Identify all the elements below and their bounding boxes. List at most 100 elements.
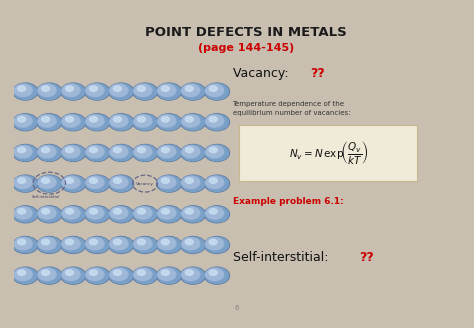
Circle shape <box>204 267 229 284</box>
Circle shape <box>62 84 85 99</box>
Circle shape <box>37 83 62 100</box>
Circle shape <box>110 207 128 219</box>
Circle shape <box>18 270 26 276</box>
Circle shape <box>137 86 146 91</box>
Circle shape <box>209 116 217 122</box>
Text: Vacancy: Vacancy <box>136 182 154 186</box>
Circle shape <box>38 207 56 219</box>
Circle shape <box>185 116 193 122</box>
Circle shape <box>109 268 133 283</box>
Circle shape <box>134 268 157 283</box>
Circle shape <box>62 84 80 96</box>
Circle shape <box>14 206 37 222</box>
Circle shape <box>157 114 181 130</box>
Circle shape <box>110 146 128 158</box>
Circle shape <box>109 145 134 161</box>
Circle shape <box>157 84 181 99</box>
Circle shape <box>38 84 56 96</box>
Circle shape <box>181 236 205 254</box>
Circle shape <box>85 206 109 223</box>
Circle shape <box>181 145 205 161</box>
Circle shape <box>158 268 176 280</box>
Circle shape <box>109 206 134 223</box>
Circle shape <box>113 116 121 122</box>
Circle shape <box>90 147 98 153</box>
Circle shape <box>38 237 61 253</box>
Circle shape <box>185 239 193 245</box>
Circle shape <box>61 145 86 161</box>
Circle shape <box>182 207 200 219</box>
Circle shape <box>109 267 134 284</box>
Circle shape <box>86 114 109 130</box>
Circle shape <box>133 114 157 131</box>
Circle shape <box>14 237 37 253</box>
Circle shape <box>86 176 109 192</box>
Circle shape <box>206 115 224 127</box>
Circle shape <box>14 176 37 192</box>
Circle shape <box>182 237 205 253</box>
Circle shape <box>158 115 176 127</box>
Circle shape <box>14 84 37 99</box>
Circle shape <box>209 86 217 91</box>
Circle shape <box>205 114 228 130</box>
Circle shape <box>13 145 38 161</box>
Circle shape <box>134 145 157 161</box>
Circle shape <box>62 176 85 192</box>
Text: Vacancy:: Vacancy: <box>233 67 292 80</box>
Circle shape <box>182 84 200 96</box>
Circle shape <box>204 83 229 100</box>
Circle shape <box>14 268 32 280</box>
Circle shape <box>161 270 169 276</box>
Circle shape <box>86 268 109 283</box>
Circle shape <box>61 114 86 131</box>
Circle shape <box>86 207 104 219</box>
Circle shape <box>62 176 80 188</box>
Circle shape <box>209 239 217 245</box>
Circle shape <box>133 236 157 254</box>
Circle shape <box>182 268 200 280</box>
Circle shape <box>110 176 128 188</box>
Circle shape <box>110 115 128 127</box>
Circle shape <box>161 116 169 122</box>
Text: 6: 6 <box>235 305 239 311</box>
Circle shape <box>133 145 157 161</box>
Circle shape <box>156 145 182 161</box>
Circle shape <box>18 86 26 91</box>
Circle shape <box>65 270 73 276</box>
Circle shape <box>13 267 38 284</box>
Circle shape <box>157 268 181 283</box>
Circle shape <box>18 239 26 245</box>
Text: $N_v = N\,\mathrm{exp}\!\left(\dfrac{Q_v}{kT}\right)$: $N_v = N\,\mathrm{exp}\!\left(\dfrac{Q_v… <box>289 139 368 166</box>
Circle shape <box>134 146 152 158</box>
Circle shape <box>14 176 32 188</box>
Circle shape <box>156 83 182 100</box>
Text: Temperature dependence of the
equilibrium number of vacancies:: Temperature dependence of the equilibriu… <box>233 101 350 116</box>
Circle shape <box>158 237 176 250</box>
Circle shape <box>113 270 121 276</box>
Circle shape <box>113 178 121 183</box>
Text: ??: ?? <box>310 67 325 80</box>
Circle shape <box>65 239 73 245</box>
Circle shape <box>65 86 73 91</box>
Circle shape <box>65 209 73 214</box>
Circle shape <box>209 270 217 276</box>
Circle shape <box>182 114 205 130</box>
Circle shape <box>206 146 224 158</box>
Circle shape <box>37 206 62 223</box>
Circle shape <box>133 267 157 284</box>
Circle shape <box>109 236 134 254</box>
Circle shape <box>206 237 224 250</box>
Circle shape <box>133 83 157 100</box>
Circle shape <box>204 114 229 131</box>
Circle shape <box>134 237 152 250</box>
Circle shape <box>90 86 98 91</box>
Circle shape <box>42 147 50 153</box>
Circle shape <box>185 270 193 276</box>
Circle shape <box>109 145 133 161</box>
Circle shape <box>109 206 133 222</box>
Circle shape <box>182 84 205 99</box>
Circle shape <box>14 268 37 283</box>
Circle shape <box>38 84 61 99</box>
Circle shape <box>182 176 205 192</box>
Circle shape <box>206 268 224 280</box>
